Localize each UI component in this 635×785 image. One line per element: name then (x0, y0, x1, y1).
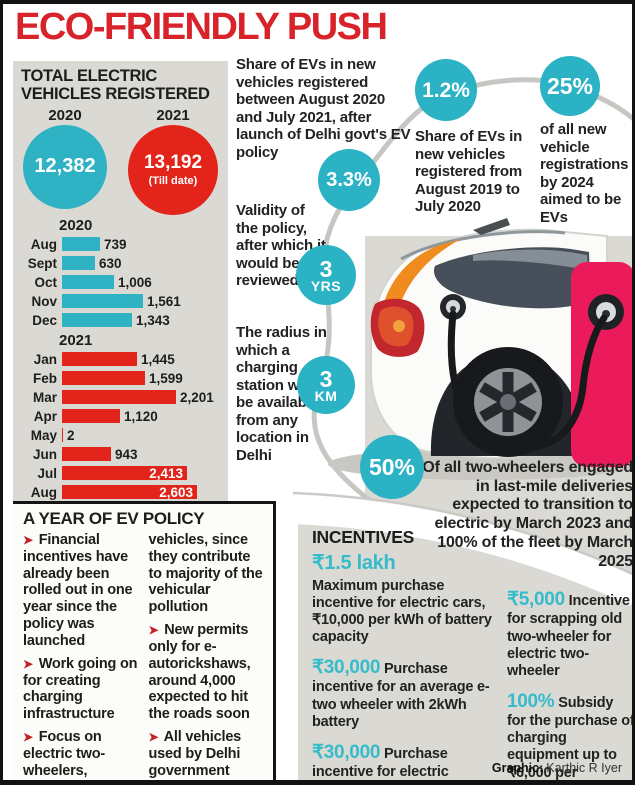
chart-row: Feb 1,599 (32, 370, 183, 386)
chart-row: Jun 943 (32, 446, 138, 462)
bullet-arrow-icon: ➤ (23, 533, 33, 547)
stat-circle-3-km: 3 KM (297, 356, 355, 414)
car-taillight (370, 298, 425, 357)
incentive-item: ₹1.5 lakh Maximum purchase incentive for … (312, 552, 492, 645)
incentive-item: ₹5,000 Incentive for scrapping old two-w… (507, 589, 630, 679)
stat-circle-50-percent: 50% (360, 435, 424, 499)
page-title: ECO-FRIENDLY PUSH (15, 6, 388, 48)
stat-circle-1-2-percent: 1.2% (415, 59, 477, 121)
chart-row: Aug 2,603 (21, 483, 220, 502)
total-2020-year: 2020 (48, 106, 82, 124)
chart-row: May 2 (30, 427, 75, 443)
band-edge (292, 491, 632, 576)
car-window-highlight (473, 249, 588, 270)
bullet-arrow-icon: ➤ (148, 729, 159, 744)
chart-year-label: 2021 (59, 331, 93, 349)
chart-row: Apr 1,120 (33, 408, 158, 424)
bullet-arrow-icon: ➤ (148, 623, 159, 638)
incentives-left: ₹1.5 lakh Maximum purchase incentive for … (312, 552, 502, 781)
total-2020-circle: 12,382 (23, 124, 107, 209)
graphic-credit: Graphic: Karthic R Iyer (491, 761, 622, 775)
chart-bar (62, 390, 176, 405)
incentive-item: 100% Subsidy for the purchase of chargin… (507, 690, 635, 781)
fact-policy-validity: Validity of the policy, after which it w… (236, 202, 326, 290)
chart-row: Dec 1,343 (32, 312, 170, 328)
policy-heading: A YEAR OF EV POLICY (23, 509, 205, 528)
incentive-item: ₹30,000 Purchase incentive for an averag… (312, 657, 490, 730)
chart-bar: 2,413 (62, 466, 187, 481)
bullet-arrow-icon: ➤ (23, 656, 33, 671)
chart-row: Jan 1,445 (33, 351, 175, 367)
chart-bar (62, 352, 137, 367)
chart-row: Jul 2,413 (21, 464, 220, 483)
charging-cable (447, 310, 608, 451)
stat-circle-25-percent: 25% (540, 56, 600, 116)
policy-bullet: ➤ Work going on for creating charging in… (23, 655, 138, 723)
policy-bullet: vehicles, since they contribute to major… (148, 532, 263, 616)
stat-circle-3-3-percent: 3.3% (318, 149, 380, 211)
chart-bar (62, 313, 132, 328)
chart-row: Nov 1,561 (31, 293, 181, 309)
fact-share-aug2019-jul2020: Share of EVs in new vehicles registered … (415, 128, 523, 216)
incentives-right: ₹5,000 Incentive for scrapping old two-w… (507, 527, 635, 781)
chart-row: Oct 1,006 (34, 274, 152, 290)
chart-row: Aug 739 (30, 236, 127, 252)
fact-target-2024: of all new vehicle registrations by 2024… (540, 121, 629, 226)
chart-bar (62, 256, 95, 271)
policy-bullet: ➤ All vehicles used by Delhi government … (148, 728, 249, 780)
total-2021-circle: 13,192 (Till date) (128, 124, 218, 215)
chart-row: Sept 630 (27, 255, 122, 271)
chart-bar (62, 237, 100, 252)
chart-bar (62, 409, 120, 424)
total-2021-year: 2021 (156, 106, 190, 124)
chart-bar (62, 428, 63, 443)
chart-bar (62, 447, 111, 462)
policy-bullet: ➤ New permits only for e-autorickshaws, … (148, 622, 251, 723)
policy-bullet: ➤ Financial incentives have already been… (23, 532, 133, 649)
chart-bar (62, 294, 143, 309)
white-band (292, 494, 632, 606)
chart-year-label: 2020 (59, 216, 93, 234)
ev-registrations-panel: TOTAL ELECTRIC VEHICLES REGISTERED 2020 … (13, 61, 228, 502)
policy-bullet: ➤ Focus on electric two-wheelers, autori… (23, 728, 125, 780)
chart-bar (62, 275, 114, 290)
fact-share-aug2020-jul2021: Share of EVs in new vehicles registered … (236, 56, 411, 161)
car-charge-port (440, 294, 466, 320)
stat-circle-3-yrs: 3 YRS (296, 245, 356, 305)
charging-station (571, 262, 632, 467)
chart-title: TOTAL ELECTRIC VEHICLES REGISTERED (21, 67, 210, 103)
incentive-item: ₹30,000 Purchase incentive for electric … (312, 741, 449, 781)
chart-bar (62, 371, 145, 386)
chart-bar: 2,603 (62, 485, 197, 500)
bullet-arrow-icon: ➤ (23, 729, 33, 744)
fact-two-wheelers: Of all two-wheelers engaged in last-mile… (422, 459, 633, 570)
car-antenna (473, 218, 510, 235)
policy-col2: vehicles, since they contribute to major… (148, 532, 266, 780)
policy-panel: A YEAR OF EV POLICY ➤ Financial incentiv… (13, 501, 276, 780)
chart-row: Mar 2,201 (32, 389, 214, 405)
chart-rows: 2020 Aug 739 Sept 630 Oct 1,006 Nov 1,561 Dec 1,34… (21, 216, 220, 502)
incentives-heading: INCENTIVES (312, 527, 415, 547)
policy-col1: ➤ Financial incentives have already been… (23, 532, 140, 780)
incentives-panel: INCENTIVES ₹1.5 lakh Maximum purchase inc… (298, 519, 635, 781)
car-roofline (400, 230, 566, 261)
totals-row: 2020 12,382 2021 13,192 (Till date) (21, 106, 220, 215)
